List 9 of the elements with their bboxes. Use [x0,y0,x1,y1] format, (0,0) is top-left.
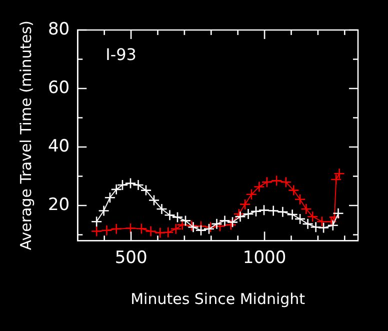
annotation: I-93 [106,45,136,64]
y-tick-label: 60 [48,78,70,98]
y-tick-label: 20 [48,194,70,215]
x-axis-title: Minutes Since Midnight [130,290,306,308]
y-tick-label: 40 [48,136,70,156]
y-axis-title: Average Travel Time (minutes) [16,20,35,250]
y-tick-label: 80 [48,19,70,40]
x-tick-label: 500 [114,248,148,268]
x-tick-label: 1000 [242,248,286,268]
